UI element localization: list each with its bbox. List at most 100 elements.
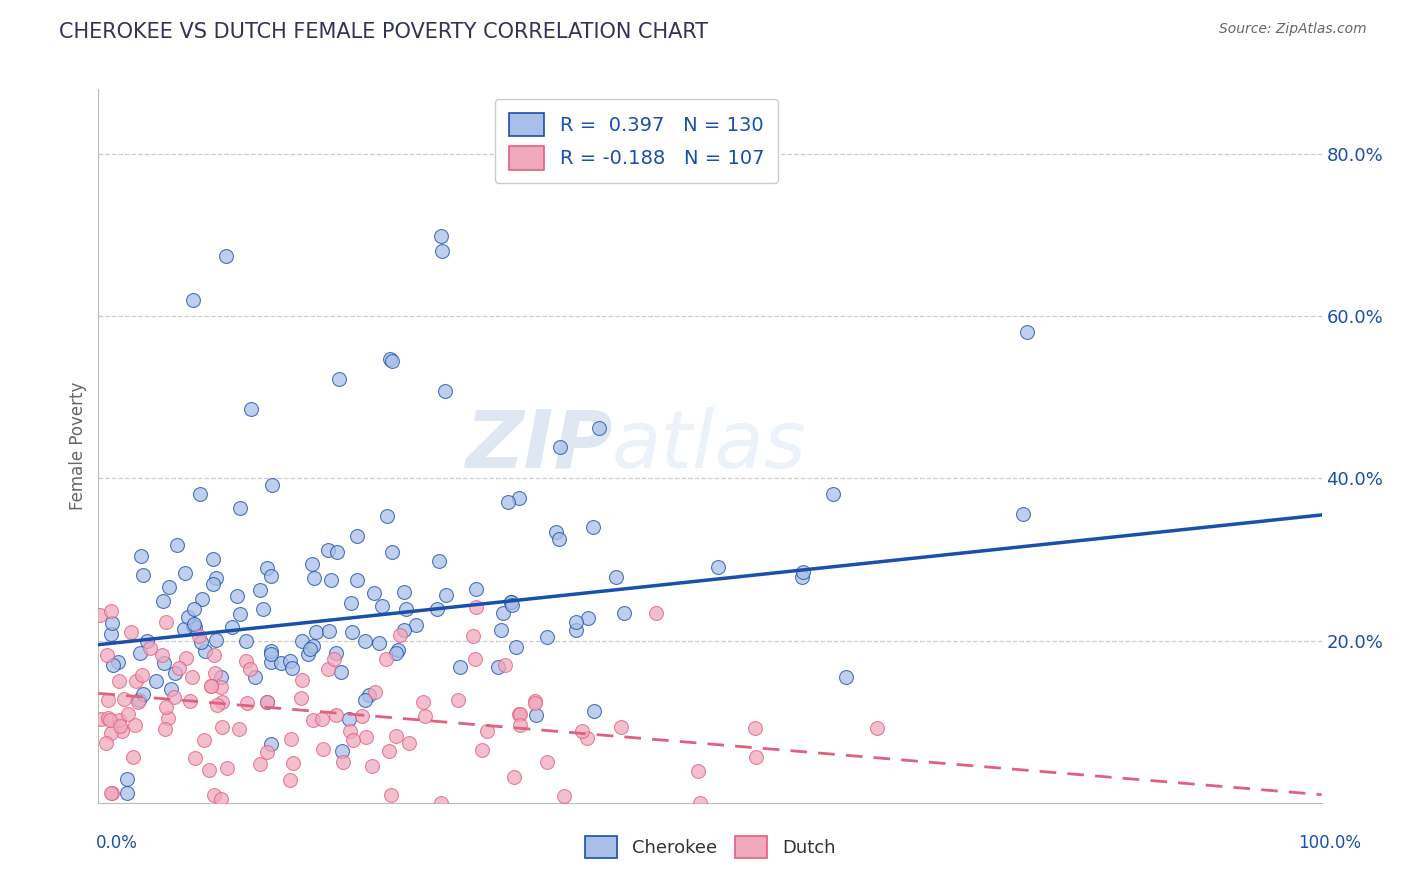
- Point: [209, 670, 232, 684]
- Point: [430, 796, 453, 810]
- Point: [375, 509, 398, 524]
- Point: [209, 792, 232, 806]
- Point: [101, 657, 124, 672]
- Point: [291, 634, 314, 648]
- Point: [503, 770, 526, 784]
- Point: [174, 651, 197, 665]
- Point: [211, 720, 233, 734]
- Point: [107, 655, 129, 669]
- Point: [387, 643, 409, 657]
- Point: [260, 738, 283, 752]
- Point: [160, 681, 183, 696]
- Point: [550, 440, 572, 454]
- Point: [221, 620, 243, 634]
- Point: [256, 745, 278, 759]
- Point: [319, 573, 342, 587]
- Point: [565, 615, 588, 629]
- Text: ZIP: ZIP: [465, 407, 612, 485]
- Text: CHEROKEE VS DUTCH FEMALE POVERTY CORRELATION CHART: CHEROKEE VS DUTCH FEMALE POVERTY CORRELA…: [59, 22, 709, 42]
- Text: 0.0%: 0.0%: [96, 834, 138, 852]
- Point: [209, 680, 232, 694]
- Point: [381, 353, 404, 368]
- Point: [576, 611, 599, 625]
- Point: [240, 402, 263, 417]
- Point: [190, 592, 212, 607]
- Point: [202, 576, 225, 591]
- Point: [430, 244, 453, 259]
- Point: [229, 607, 252, 621]
- Point: [305, 625, 328, 640]
- Point: [644, 607, 666, 621]
- Point: [297, 647, 319, 661]
- Point: [100, 786, 122, 800]
- Point: [496, 495, 519, 509]
- Point: [260, 647, 283, 661]
- Point: [330, 665, 353, 679]
- Point: [183, 617, 205, 632]
- Point: [278, 773, 301, 788]
- Point: [165, 665, 187, 680]
- Point: [202, 788, 225, 802]
- Point: [385, 729, 408, 743]
- Point: [243, 670, 266, 684]
- Point: [260, 644, 283, 658]
- Point: [188, 630, 211, 644]
- Point: [835, 670, 858, 684]
- Point: [301, 639, 323, 653]
- Point: [301, 557, 323, 571]
- Point: [205, 633, 228, 648]
- Point: [509, 718, 531, 732]
- Point: [256, 695, 278, 709]
- Point: [581, 519, 603, 533]
- Point: [486, 660, 509, 674]
- Point: [434, 588, 457, 602]
- Point: [354, 730, 377, 744]
- Point: [689, 796, 711, 810]
- Point: [328, 372, 350, 386]
- Point: [194, 644, 217, 658]
- Point: [354, 693, 377, 707]
- Point: [792, 569, 814, 583]
- Point: [163, 690, 186, 704]
- Point: [792, 565, 814, 579]
- Point: [582, 704, 605, 718]
- Point: [204, 571, 226, 585]
- Point: [363, 585, 385, 599]
- Text: atlas: atlas: [612, 407, 807, 485]
- Point: [100, 713, 122, 727]
- Point: [346, 529, 368, 543]
- Text: Source: ZipAtlas.com: Source: ZipAtlas.com: [1219, 22, 1367, 37]
- Point: [249, 583, 271, 598]
- Point: [613, 606, 636, 620]
- Point: [395, 601, 418, 615]
- Point: [280, 654, 302, 668]
- Point: [108, 673, 131, 688]
- Point: [318, 624, 340, 639]
- Point: [193, 732, 215, 747]
- Point: [489, 623, 512, 637]
- Point: [96, 736, 118, 750]
- Point: [354, 633, 377, 648]
- Point: [465, 599, 488, 614]
- Point: [571, 723, 593, 738]
- Point: [405, 617, 427, 632]
- Point: [394, 585, 416, 599]
- Point: [128, 693, 150, 707]
- Point: [745, 750, 768, 764]
- Point: [1015, 325, 1038, 339]
- Point: [426, 601, 449, 615]
- Point: [260, 569, 283, 583]
- Point: [378, 352, 401, 367]
- Point: [281, 661, 304, 675]
- Point: [866, 721, 889, 735]
- Point: [499, 595, 522, 609]
- Point: [128, 646, 150, 660]
- Point: [524, 694, 547, 708]
- Point: [228, 722, 250, 736]
- Point: [325, 708, 347, 723]
- Point: [311, 712, 333, 726]
- Y-axis label: Female Poverty: Female Poverty: [69, 382, 87, 510]
- Point: [688, 764, 710, 779]
- Point: [536, 630, 558, 644]
- Point: [461, 629, 484, 643]
